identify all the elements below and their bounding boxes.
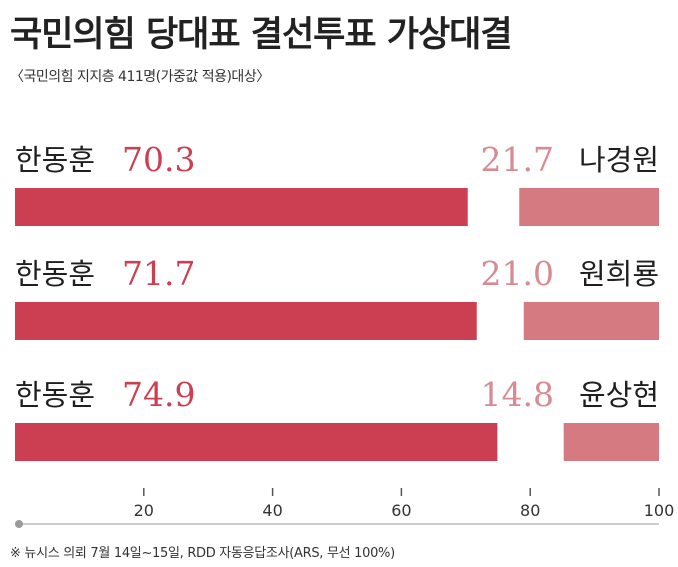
left-value-label: 74.9 [122, 375, 195, 414]
right-value-label: 21.7 [481, 140, 554, 179]
x-tick-label: 60 [391, 501, 411, 520]
right-value-label: 21.0 [481, 254, 554, 293]
right-candidate-name: 원희룡 [579, 257, 659, 291]
x-tick-label: 100 [644, 501, 675, 520]
left-bar [15, 423, 498, 461]
right-bar [563, 423, 659, 461]
left-candidate-name: 한동훈 [15, 378, 95, 412]
right-candidate-name: 윤상현 [579, 378, 659, 412]
x-axis-origin-dot [15, 520, 23, 528]
x-tick-label: 20 [134, 501, 154, 520]
left-bar [15, 302, 477, 340]
right-value-label: 14.8 [481, 375, 554, 414]
right-bar [519, 188, 659, 226]
chart-title: 국민의힘 당대표 결선투표 가상대결 [10, 15, 513, 55]
right-candidate-name: 나경원 [579, 143, 659, 177]
x-tick-label: 40 [262, 501, 282, 520]
left-value-label: 70.3 [122, 140, 195, 179]
left-candidate-name: 한동훈 [15, 257, 95, 291]
left-bar [15, 188, 468, 226]
left-value-label: 71.7 [122, 254, 195, 293]
left-candidate-name: 한동훈 [15, 143, 95, 177]
right-bar [523, 302, 659, 340]
source-note: ※ 뉴시스 의뢰 7월 14일~15일, RDD 자동응답조사(ARS, 무선 … [10, 546, 395, 561]
chart-svg: 한동훈 70.3 나경원 21.7 한동훈 71.7 원희룡 21.0 한동훈 74.9 윤상현 14… [15, 140, 675, 528]
chart-subtitle: 〈국민의힘 지지층 411명(가중값 적용)대상〉 [10, 69, 270, 85]
x-tick-label: 80 [520, 501, 540, 520]
